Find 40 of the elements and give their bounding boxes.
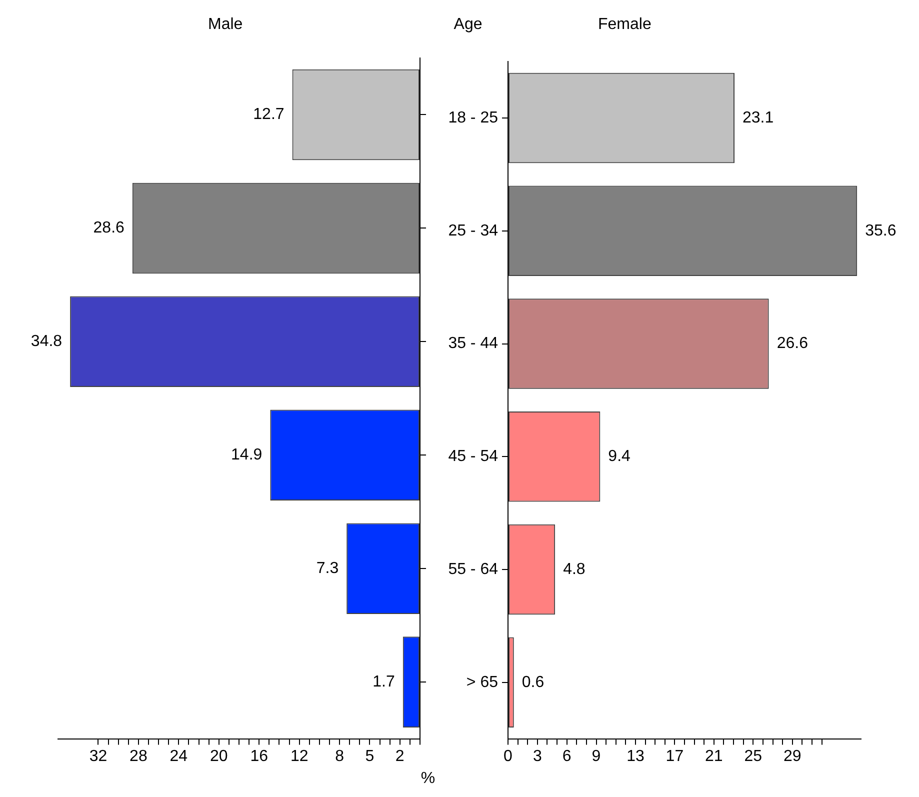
data-label: 9.4 <box>608 448 631 466</box>
x-tick-label: 32 <box>89 748 108 765</box>
x-tick-label: 28 <box>130 748 148 765</box>
x-tick-label: 24 <box>170 748 188 765</box>
y-tick-label: > 65 <box>466 674 498 691</box>
chart-title: Male <box>208 16 243 34</box>
x-tick-label: 3 <box>532 748 542 765</box>
y-tick-label: 55 - 64 <box>448 560 498 578</box>
x-tick-label: 8 <box>335 748 344 765</box>
x-tick-label: 6 <box>562 748 572 765</box>
x-tick-label: 12 <box>290 748 308 765</box>
x-axis-title: % <box>420 770 436 788</box>
x-tick-label: 13 <box>626 748 644 765</box>
data-label: 26.6 <box>776 335 808 352</box>
data-label: 12.7 <box>253 106 284 124</box>
x-tick-label: 5 <box>365 748 374 765</box>
x-tick-label: 25 <box>744 748 762 765</box>
data-label: 23.1 <box>742 109 774 126</box>
chart-title: Female <box>598 16 652 34</box>
data-label: 1.7 <box>372 673 395 690</box>
x-tick-label: 16 <box>250 748 268 765</box>
x-tick-label: 29 <box>783 748 802 765</box>
x-tick-label: 20 <box>210 748 228 765</box>
x-tick-label: 9 <box>592 748 601 765</box>
y-axis-title: Age <box>452 16 484 34</box>
x-tick-label: 17 <box>666 748 684 765</box>
data-label: 0.6 <box>522 674 544 691</box>
data-label: 7.3 <box>316 560 339 578</box>
y-tick-label: 18 - 25 <box>448 109 498 126</box>
y-tick-label: 35 - 44 <box>448 335 498 352</box>
y-tick-label: 25 - 34 <box>448 222 498 240</box>
data-label: 28.6 <box>93 220 125 237</box>
data-label: 14.9 <box>231 446 262 464</box>
data-label: 35.6 <box>865 222 896 240</box>
x-tick-label: 21 <box>705 748 723 765</box>
x-tick-label: 0 <box>504 748 513 765</box>
y-tick-label: 45 - 54 <box>448 448 498 466</box>
data-label: 34.8 <box>30 333 62 350</box>
x-tick-label: 2 <box>395 748 404 765</box>
data-label: 4.8 <box>563 560 586 578</box>
